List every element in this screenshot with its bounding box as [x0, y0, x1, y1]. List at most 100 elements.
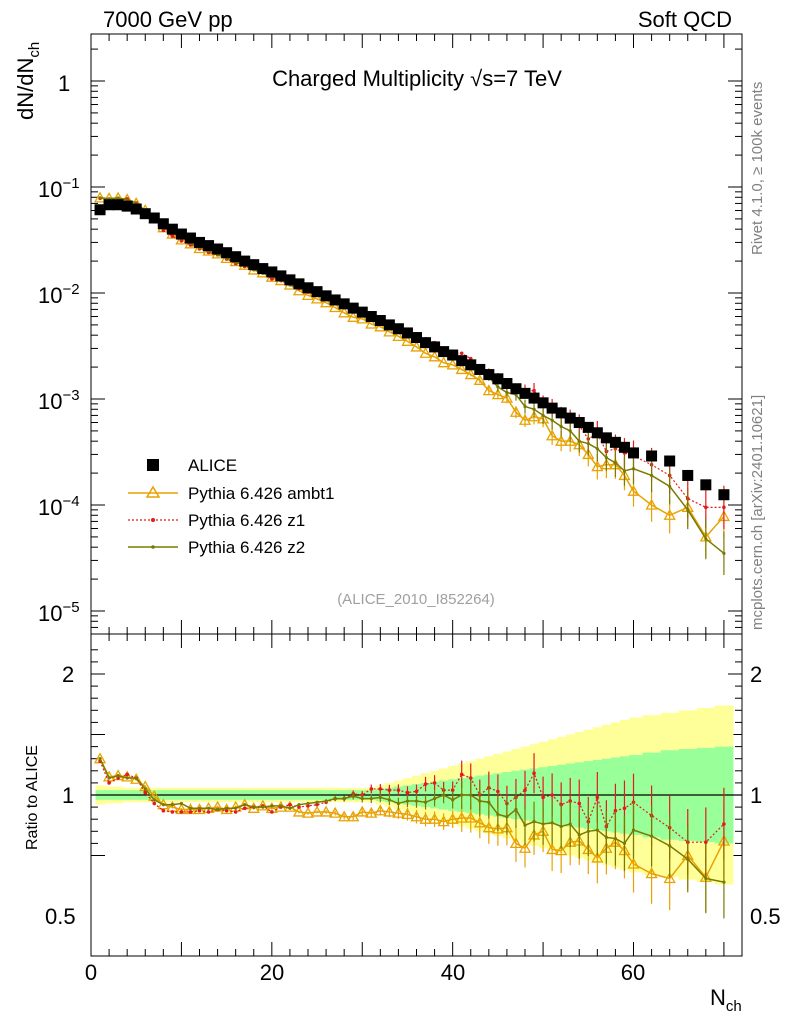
ratio-series-group: [91, 705, 742, 919]
main-point-alice: [221, 247, 233, 259]
ratio-point-z1: [613, 808, 618, 813]
main-point-ambt1: [546, 429, 559, 441]
main-point-alice: [483, 369, 495, 381]
main-point-alice: [546, 402, 558, 414]
ratio-point-z1: [414, 789, 419, 794]
main-point-z1: [179, 239, 184, 243]
main-point-alice: [184, 232, 196, 244]
main-point-alice: [718, 489, 730, 501]
main-point-alice: [447, 349, 459, 361]
ratio-point-z2: [107, 776, 111, 780]
ratio-point-z1: [704, 840, 708, 844]
main-point-alice: [257, 263, 269, 275]
ratio-point-z2: [487, 800, 491, 804]
ratio-point-z1: [206, 810, 211, 814]
main-point-ambt1: [627, 484, 640, 496]
main-point-alice: [492, 373, 504, 385]
ratio-point-ambt1: [256, 799, 269, 811]
main-point-alice: [103, 199, 115, 211]
main-point-alice: [175, 228, 187, 240]
ratio-point-z2: [622, 841, 627, 846]
legend-marker-z2: [151, 545, 155, 549]
ratio-point-ambt1: [518, 841, 532, 853]
ratio-point-z2: [243, 803, 247, 807]
ratio-point-z1: [405, 790, 410, 795]
main-point-z2: [649, 473, 654, 478]
main-point-alice: [239, 255, 251, 267]
ratio-point-ambt1: [428, 812, 441, 824]
ratio-point-z1: [622, 806, 627, 811]
ratio-point-z2: [143, 787, 147, 791]
main-point-alice: [528, 392, 540, 404]
main-point-alice: [383, 319, 395, 331]
ratio-point-z2: [297, 803, 301, 807]
ratio-point-ambt1: [473, 816, 486, 828]
main-point-alice: [519, 387, 531, 399]
ratio-point-z2: [704, 876, 708, 881]
main-point-ambt1: [564, 434, 577, 446]
main-point-z1: [170, 234, 175, 238]
main-point-alice: [94, 204, 106, 216]
ratio-point-ambt1: [645, 867, 658, 879]
ratio-point-ambt1: [663, 872, 676, 884]
ratio-point-z2: [396, 801, 401, 806]
ratio-point-z2: [98, 757, 102, 761]
main-point-alice: [501, 378, 513, 390]
ratio-point-z2: [722, 880, 726, 884]
main-point-alice: [401, 327, 413, 339]
main-point-alice: [130, 203, 142, 215]
rivet-version-label: Rivet 4.1.0, ≥ 100k events: [749, 82, 766, 255]
main-point-alice: [682, 469, 694, 481]
ratio-point-z2: [604, 835, 608, 839]
main-point-ambt1: [365, 317, 378, 329]
ratio-point-z2: [568, 822, 572, 826]
ratio-point-ambt1: [383, 805, 396, 817]
main-point-ambt1: [419, 346, 432, 358]
main-point-alice: [320, 290, 332, 302]
main-point-ambt1: [555, 434, 568, 446]
ratio-ytick-1-right: 1: [750, 783, 762, 808]
main-point-ambt1: [310, 292, 324, 304]
ratio-point-z2: [306, 801, 310, 806]
ytick-1e-4: 10−4: [38, 493, 80, 520]
ratio-point-z1: [378, 787, 383, 791]
main-point-z1: [532, 388, 536, 393]
ratio-point-z2: [405, 799, 410, 803]
ratio-point-z1: [459, 772, 464, 777]
main-point-z2: [523, 404, 527, 409]
main-point-ambt1: [319, 296, 333, 308]
ratio-point-z2: [559, 824, 563, 829]
main-point-ambt1: [437, 356, 450, 368]
main-point-ambt1: [645, 498, 658, 510]
ratio-point-z1: [233, 810, 238, 814]
ratio-point-z1: [188, 810, 193, 814]
main-point-alice: [148, 212, 160, 224]
ratio-point-z2: [451, 798, 455, 802]
ratio-point-ambt1: [627, 857, 640, 869]
ratio-point-z2: [595, 828, 599, 832]
main-point-alice: [456, 355, 468, 367]
main-point-alice: [266, 266, 278, 278]
main-point-z2: [631, 467, 636, 471]
ratio-point-z2: [225, 806, 229, 810]
main-point-alice: [157, 218, 169, 230]
ratio-point-ambt1: [555, 844, 568, 856]
ratio-point-ambt1: [374, 804, 387, 816]
xtick-60: 60: [621, 960, 645, 985]
ytick-1e-5: 10−5: [38, 599, 80, 626]
ratio-point-z2: [414, 799, 419, 803]
ratio-point-z2: [270, 804, 274, 808]
main-point-alice: [646, 450, 658, 462]
plot-title: Charged Multiplicity √s=7 TeV: [272, 66, 562, 91]
ratio-point-z1: [387, 788, 392, 792]
main-point-ambt1: [392, 330, 405, 341]
ratio-point-z1: [161, 808, 166, 813]
ratio-point-z1: [297, 805, 301, 809]
main-point-alice: [420, 337, 432, 349]
ratio-point-z2: [478, 799, 482, 803]
ratio-point-z1: [224, 808, 229, 813]
ratio-point-z2: [469, 793, 473, 797]
ratio-point-ambt1: [329, 806, 342, 818]
ratio-point-z2: [170, 803, 174, 807]
main-point-alice: [329, 294, 341, 306]
